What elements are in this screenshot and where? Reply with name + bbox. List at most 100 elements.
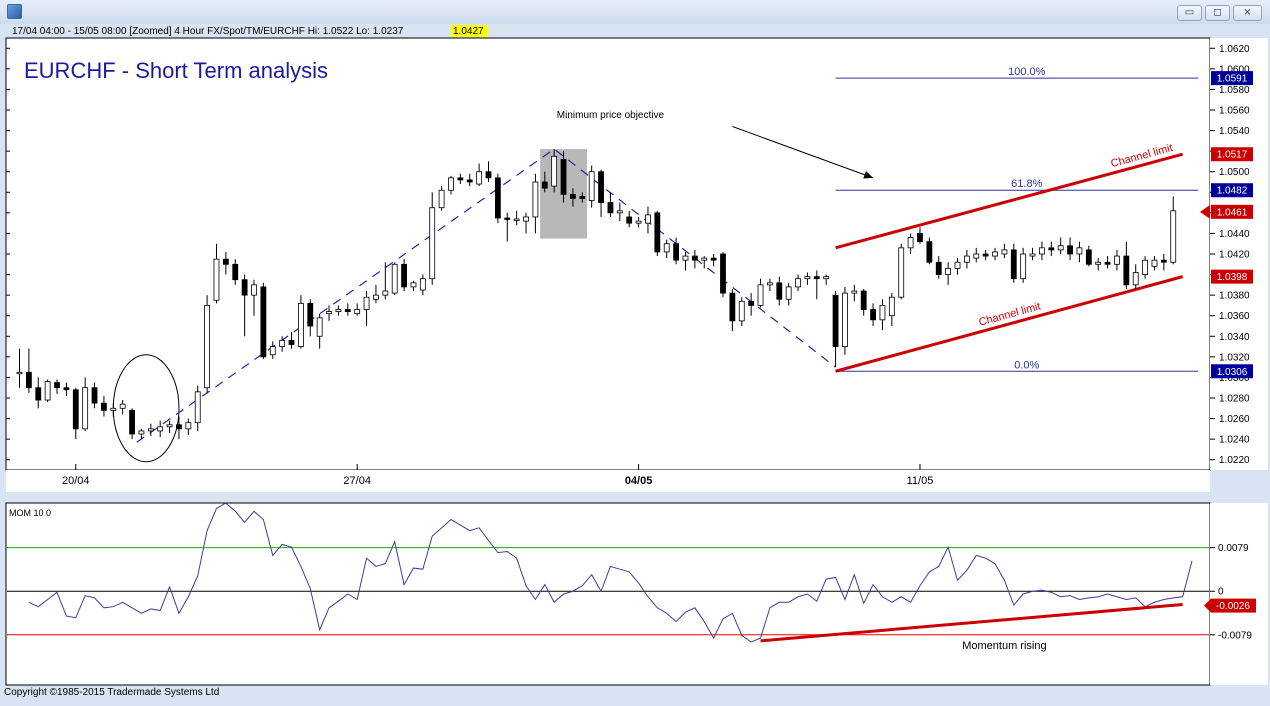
price-pointer: [1200, 204, 1210, 219]
candle-body: [1123, 255, 1130, 286]
candle: [888, 293, 895, 326]
candle-body: [410, 282, 417, 288]
candle-body: [25, 371, 32, 389]
price-badge-label: 1.0591: [1217, 74, 1248, 85]
candle: [1076, 241, 1083, 263]
candle-body: [1132, 272, 1139, 286]
candle: [279, 336, 286, 352]
candle: [1010, 243, 1017, 283]
time-axis: 20/04 27/04 04/05 11/05: [62, 464, 933, 487]
price-tick-label: 1.0620: [1219, 44, 1250, 55]
price-panel: [5, 37, 1211, 471]
minimize-button[interactable]: ▭: [1177, 5, 1202, 21]
candle: [1151, 256, 1158, 271]
app-icon: [7, 4, 22, 19]
momentum-title: MOM 10 0: [9, 508, 51, 518]
price-badges: 1.0591 1.0517 1.0482 1.0461 1.0398 1.0306: [1200, 71, 1253, 379]
candle-body: [316, 317, 323, 337]
candle-body: [204, 305, 211, 389]
candle-body: [429, 207, 436, 280]
candle-body: [72, 389, 79, 430]
candle: [973, 247, 980, 263]
candle: [785, 282, 792, 306]
maximize-button[interactable]: ◻: [1205, 5, 1230, 21]
close-button[interactable]: ⨯: [1233, 5, 1262, 21]
candle-body: [326, 311, 332, 315]
candle: [1067, 237, 1073, 261]
candle-body: [523, 216, 529, 222]
time-tick-label: 11/05: [907, 475, 934, 487]
candle-body: [1160, 259, 1167, 263]
window-titlebar: ▭ ◻ ⨯: [0, 0, 1270, 24]
candle: [879, 299, 886, 331]
candle: [1001, 243, 1008, 259]
candle-body: [35, 387, 42, 401]
price-tick-label: 1.0580: [1219, 85, 1250, 96]
candle: [645, 206, 651, 234]
momentum-tick-label: 0.0079: [1218, 543, 1249, 554]
minimize-icon: ▭: [1184, 7, 1195, 18]
channel-line: [835, 275, 1184, 373]
candle-body: [570, 193, 576, 199]
candle-body: [1020, 253, 1027, 280]
price-badge-label: 1.0482: [1217, 186, 1248, 197]
candle: [720, 251, 726, 298]
candle-body: [795, 278, 801, 288]
candle: [832, 291, 839, 368]
candle: [710, 254, 717, 267]
candle: [945, 262, 952, 285]
candle: [91, 382, 98, 409]
price-badge-label: 1.0306: [1217, 367, 1248, 378]
price-tick-label: 1.0320: [1219, 352, 1250, 363]
candle-body: [663, 243, 670, 253]
candle: [476, 163, 483, 187]
price-tick-label: 1.0340: [1219, 332, 1250, 343]
candle: [138, 428, 145, 440]
candle: [16, 348, 23, 388]
price-tick-label: 1.0380: [1219, 291, 1250, 302]
candle-body: [738, 300, 745, 322]
candle: [354, 303, 361, 316]
candle-body: [419, 278, 426, 291]
candle-body: [222, 258, 229, 265]
momentum-axis-area: [1210, 503, 1268, 685]
candle: [1095, 258, 1102, 271]
price-badge: [1211, 147, 1253, 162]
candle-body: [691, 255, 698, 261]
candle-body: [579, 195, 586, 199]
candle: [776, 276, 783, 306]
candle-body: [935, 261, 942, 275]
candle: [823, 274, 830, 285]
candlestick-series: [16, 149, 1177, 440]
candle-body: [645, 214, 651, 224]
candle-body: [110, 407, 117, 411]
candle-body: [945, 267, 952, 275]
copyright-text: Copyright ©1985-2015 Tradermade Systems …: [4, 687, 220, 698]
candle-body: [91, 387, 98, 404]
candle: [813, 270, 820, 300]
candle: [101, 395, 107, 417]
candle-body: [804, 276, 811, 280]
candle: [935, 256, 942, 279]
candle: [1039, 241, 1045, 261]
candle-body: [701, 257, 708, 261]
candle-body: [682, 255, 689, 261]
candle: [907, 233, 914, 254]
candle: [110, 403, 117, 417]
candle-body: [1076, 247, 1083, 255]
candle-body: [588, 171, 595, 201]
candle-body: [832, 294, 839, 347]
candle: [1114, 249, 1120, 271]
maximize-icon: ◻: [1213, 7, 1222, 18]
time-tick-label: 20/04: [62, 475, 90, 487]
candle-body: [82, 387, 89, 430]
price-tick-label: 1.0500: [1219, 167, 1250, 178]
candle: [316, 313, 323, 349]
candle: [673, 237, 679, 265]
price-tick-label: 1.0540: [1219, 126, 1250, 137]
candle: [326, 305, 332, 321]
candle-body: [823, 276, 830, 280]
price-badge-label: 1.0461: [1217, 207, 1248, 218]
candle: [391, 262, 398, 296]
candle: [598, 169, 604, 217]
